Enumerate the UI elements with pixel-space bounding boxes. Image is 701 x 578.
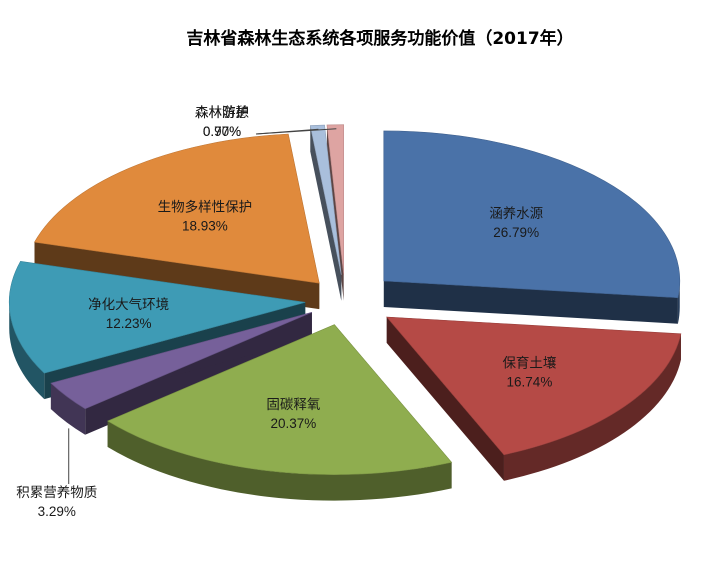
slice-label-7: 森林防护: [195, 105, 249, 121]
slice-side-1-1: [386, 317, 504, 481]
slice-outer-wall-3-0: [50, 383, 86, 435]
slice-value-6: 0.77%: [203, 124, 241, 139]
slice-label-1: 保育土壤: [502, 355, 556, 372]
chart-title: 吉林省森林生态系统各项服务功能价值（2017年）: [186, 28, 573, 49]
slice-value-3: 3.29%: [38, 504, 76, 519]
slice-value-0: 26.79%: [493, 225, 539, 240]
slice-3: [50, 312, 312, 410]
slice-labels: 涵养水源 26.79% 保育土壤 16.74% 固碳释氧 20.37% 积累营养物质 3.29…: [16, 104, 557, 519]
slice-value-1: 16.74%: [507, 375, 553, 390]
slice-label-6: 森林游憩: [195, 104, 249, 121]
slice-0: [383, 130, 681, 299]
slice-tops: [8, 124, 682, 475]
slice-value-5: 18.93%: [182, 218, 228, 233]
slice-outer-wall-4-0: [9, 302, 45, 400]
slice-5: [34, 133, 320, 284]
slice-outer-wall-2-0: [107, 421, 452, 501]
slice-label-2: 固碳释氧: [266, 397, 320, 413]
slice-7: [326, 124, 344, 275]
slice-2: [107, 324, 453, 475]
slice-label-4: 净化大气环境: [88, 297, 169, 313]
slice-4: [8, 261, 306, 374]
slice-side-6-0: [310, 125, 342, 301]
slice-side-5-0: [34, 242, 320, 310]
slice-label-5: 生物多样性保护: [158, 198, 253, 215]
slice-value-2: 20.37%: [271, 416, 317, 431]
slice-label-3: 积累营养物质: [16, 485, 97, 501]
slice-1: [386, 316, 682, 456]
slice-label-0: 涵养水源: [489, 206, 543, 222]
slice-side-0-1: [383, 280, 678, 324]
leader-line-7: [255, 128, 337, 135]
slice-6: [309, 124, 342, 275]
slice-value-7: 0.90%: [203, 124, 241, 139]
slice-outer-wall-1-0: [503, 333, 681, 481]
slice-value-4: 12.23%: [106, 316, 152, 331]
